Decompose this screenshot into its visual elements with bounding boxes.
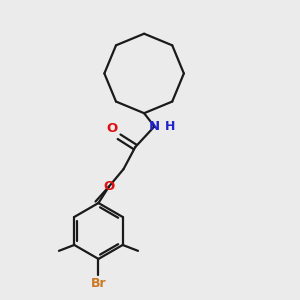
Text: H: H — [165, 120, 175, 133]
Text: Br: Br — [91, 277, 106, 290]
Text: O: O — [106, 122, 118, 135]
Text: O: O — [103, 180, 114, 193]
Text: N: N — [149, 120, 160, 133]
